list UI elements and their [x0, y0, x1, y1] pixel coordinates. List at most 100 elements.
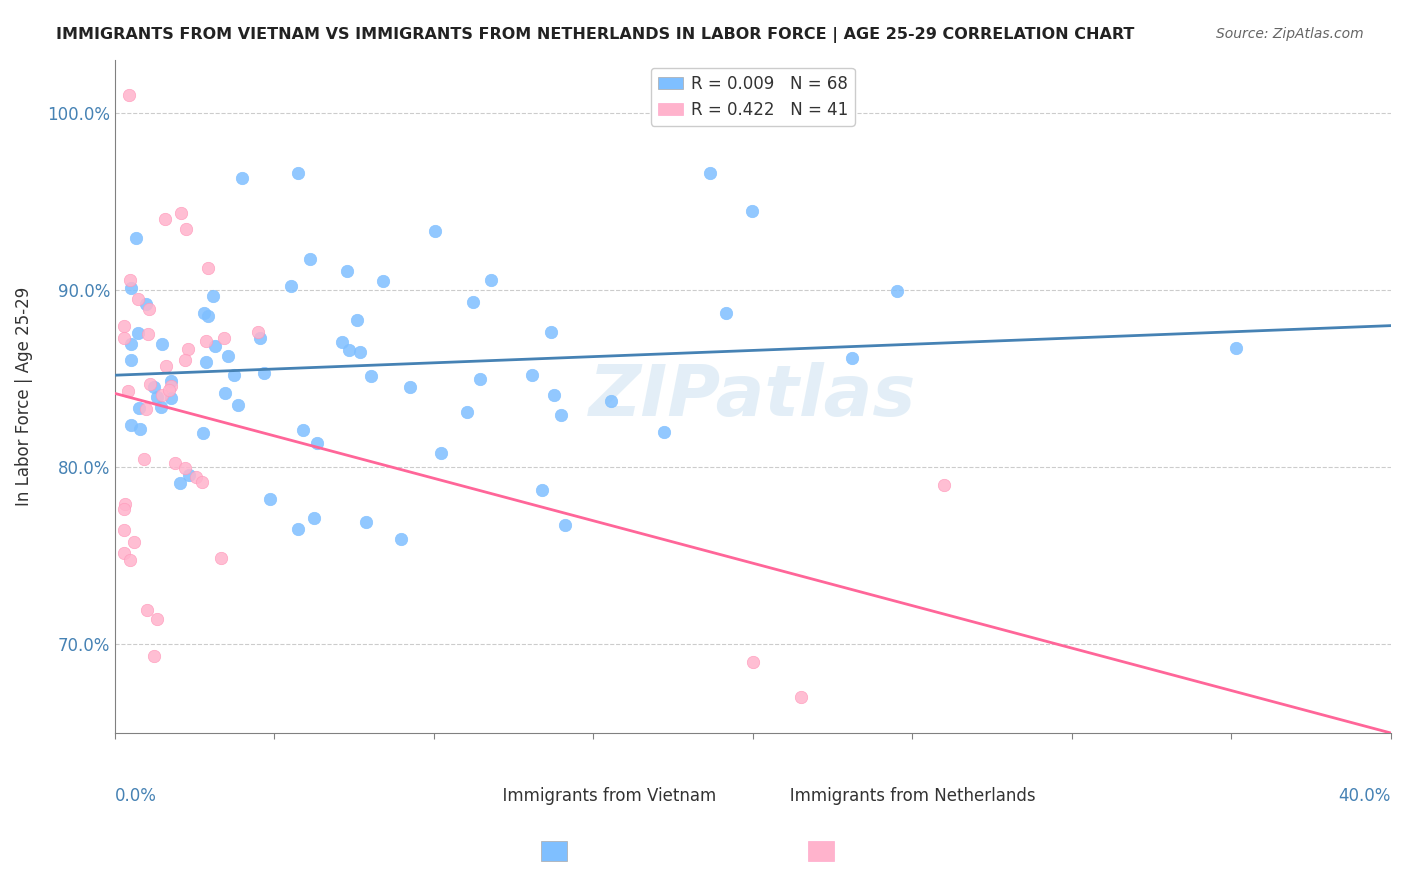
- Point: [177, 467, 200, 482]
- Point: [252, 367, 274, 381]
- Point: [114, 497, 136, 511]
- Text: IMMIGRANTS FROM VIETNAM VS IMMIGRANTS FROM NETHERLANDS IN LABOR FORCE | AGE 25-2: IMMIGRANTS FROM VIETNAM VS IMMIGRANTS FR…: [56, 27, 1135, 43]
- Point: [112, 501, 135, 516]
- Text: Source: ZipAtlas.com: Source: ZipAtlas.com: [1216, 27, 1364, 41]
- Point: [934, 477, 956, 491]
- Point: [193, 306, 215, 320]
- Point: [191, 475, 214, 490]
- Point: [197, 260, 219, 275]
- Point: [304, 510, 326, 524]
- Y-axis label: In Labor Force | Age 25-29: In Labor Force | Age 25-29: [15, 286, 32, 506]
- Point: [112, 524, 135, 538]
- Point: [125, 230, 148, 244]
- Point: [222, 368, 245, 382]
- Point: [463, 295, 485, 310]
- Point: [246, 325, 269, 339]
- Point: [337, 343, 360, 357]
- Point: [169, 475, 191, 490]
- Point: [160, 374, 183, 388]
- Point: [287, 166, 309, 180]
- Text: ZIPatlas: ZIPatlas: [589, 361, 917, 431]
- Point: [136, 603, 159, 617]
- Point: [174, 221, 197, 235]
- Point: [155, 359, 177, 373]
- Point: [360, 369, 382, 384]
- Point: [195, 355, 218, 369]
- Point: [201, 289, 224, 303]
- Point: [142, 380, 165, 394]
- Point: [456, 405, 478, 419]
- Point: [204, 339, 226, 353]
- Point: [191, 426, 214, 441]
- Point: [699, 166, 721, 180]
- Point: [654, 425, 676, 440]
- Point: [479, 272, 502, 286]
- Point: [741, 204, 763, 219]
- Point: [332, 334, 354, 349]
- Point: [540, 325, 562, 339]
- Point: [228, 398, 250, 412]
- Point: [291, 423, 314, 437]
- Point: [146, 612, 169, 626]
- Point: [399, 380, 422, 394]
- Point: [174, 353, 197, 368]
- Point: [600, 394, 623, 409]
- Point: [841, 351, 863, 366]
- Point: [174, 461, 197, 475]
- Point: [554, 518, 576, 533]
- Point: [138, 302, 160, 317]
- Point: [349, 345, 371, 359]
- Text: Immigrants from Vietnam              Immigrants from Netherlands: Immigrants from Vietnam Immigrants from …: [471, 787, 1035, 805]
- Point: [143, 649, 166, 664]
- Point: [531, 483, 554, 497]
- Point: [287, 522, 309, 536]
- Text: 40.0%: 40.0%: [1339, 787, 1391, 805]
- Point: [741, 655, 763, 669]
- Point: [371, 274, 394, 288]
- Point: [138, 376, 160, 391]
- Point: [134, 452, 156, 467]
- Point: [135, 402, 157, 417]
- Point: [468, 372, 491, 386]
- Point: [336, 264, 359, 278]
- Point: [118, 553, 141, 567]
- Point: [307, 436, 329, 450]
- Point: [550, 409, 572, 423]
- Point: [354, 515, 377, 529]
- Point: [118, 88, 141, 103]
- Point: [249, 331, 271, 345]
- Point: [212, 331, 235, 345]
- Point: [280, 279, 302, 293]
- Point: [127, 292, 149, 306]
- Point: [214, 386, 236, 401]
- Point: [217, 349, 239, 363]
- Point: [194, 334, 217, 348]
- Point: [714, 306, 737, 320]
- Point: [170, 206, 193, 220]
- Point: [543, 387, 565, 401]
- Point: [160, 378, 183, 392]
- Point: [197, 310, 219, 324]
- Point: [112, 330, 135, 344]
- Point: [120, 353, 142, 368]
- Point: [184, 470, 207, 484]
- Point: [231, 170, 253, 185]
- Point: [122, 535, 145, 549]
- Point: [128, 401, 150, 415]
- Point: [128, 421, 150, 435]
- Point: [177, 343, 200, 357]
- Point: [886, 284, 908, 298]
- Point: [389, 533, 412, 547]
- Point: [135, 296, 157, 310]
- Point: [120, 337, 142, 351]
- Point: [423, 223, 446, 237]
- Point: [298, 252, 321, 267]
- Text: 0.0%: 0.0%: [115, 787, 156, 805]
- Point: [1225, 341, 1247, 355]
- Point: [790, 690, 813, 705]
- Point: [120, 418, 142, 433]
- Point: [136, 327, 159, 342]
- Point: [160, 392, 183, 406]
- Point: [165, 456, 187, 470]
- Point: [145, 390, 167, 404]
